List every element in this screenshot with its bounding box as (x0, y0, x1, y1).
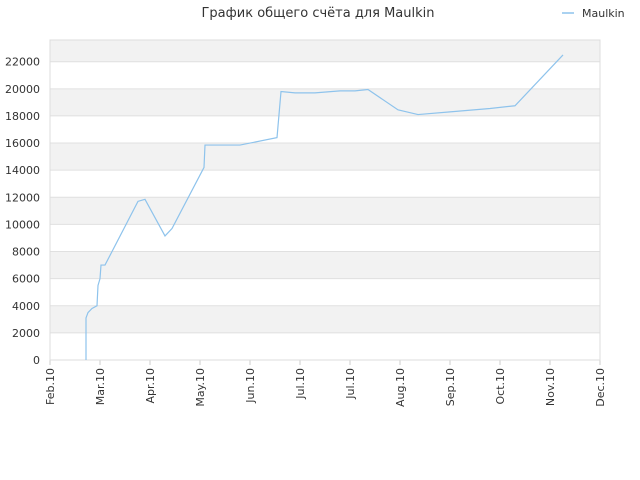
line (85, 54, 564, 360)
y-tick-label: 2000 (12, 327, 40, 340)
plot-border (49, 39, 601, 361)
x-tick-label: Nov.10 (544, 368, 557, 406)
grid-band (50, 88, 600, 116)
x-tick-label: Feb.10 (44, 368, 57, 405)
chart-title: График общего счёта для Maulkin (202, 6, 435, 21)
x-tick-label: Aug.10 (394, 368, 407, 407)
y-tick-label: 22000 (5, 56, 40, 69)
x-tick-label: Sep.10 (444, 368, 457, 406)
x-tick-label: May.10 (194, 368, 207, 407)
x-tick-label: Oct.10 (494, 368, 507, 405)
x-tick-label: Jul.10 (344, 368, 357, 400)
x-tick-label: Dec.10 (594, 368, 607, 407)
y-tick-label: 12000 (5, 191, 40, 204)
y-tick-label: 16000 (5, 137, 40, 150)
y-tick-label: 18000 (5, 110, 40, 123)
y-tick-label: 6000 (12, 273, 40, 286)
y-tick-label: 8000 (12, 246, 40, 259)
grid-band (50, 305, 600, 333)
grid-band (50, 143, 600, 171)
grid-band (50, 251, 600, 279)
legend-label: Maulkin (582, 7, 625, 20)
grid-band (50, 40, 600, 62)
y-tick-label: 10000 (5, 218, 40, 231)
x-tick-label: Jun.10 (244, 368, 257, 404)
y-tick-label: 20000 (5, 83, 40, 96)
x-tick-label: Jul.10 (294, 368, 307, 400)
x-tick-label: Mar.10 (94, 368, 107, 405)
y-tick-label: 4000 (12, 300, 40, 313)
x-tick-label: Apr.10 (144, 368, 157, 404)
y-tick-label: 14000 (5, 164, 40, 177)
grid-band (50, 197, 600, 225)
y-tick-label: 0 (33, 354, 40, 367)
